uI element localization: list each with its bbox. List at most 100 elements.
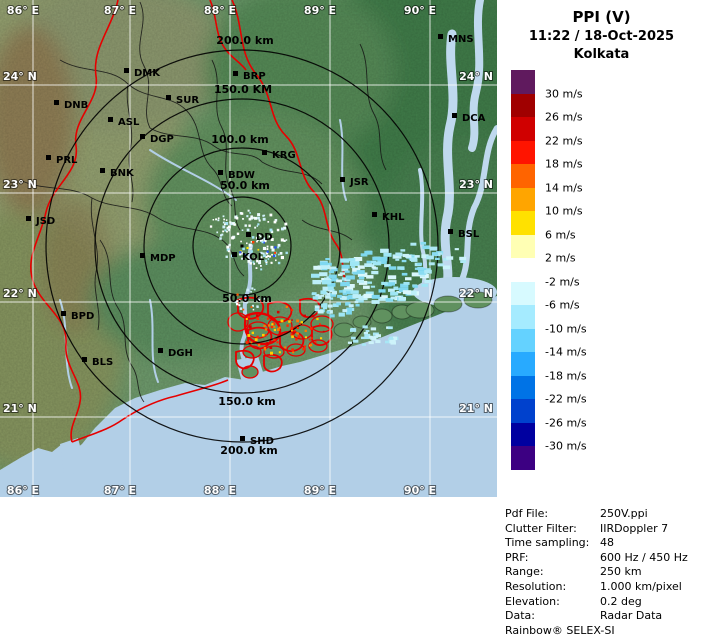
lon-label-bottom: 86° E: [7, 484, 39, 497]
meta-row: PRF: 600 Hz / 450 Hz: [505, 551, 688, 566]
lon-label-bottom: 87° E: [104, 484, 136, 497]
lat-label-left: 22° N: [3, 287, 37, 300]
station-label-MDP: MDP: [150, 253, 176, 264]
legend-label: -22 m/s: [545, 392, 587, 406]
station-label-KOL: KOL: [242, 252, 265, 263]
lon-label-bottom: 90° E: [404, 484, 436, 497]
legend-label: -2 m/s: [545, 275, 580, 288]
station-marker-ASL: [108, 117, 113, 122]
station-marker-DGH: [158, 348, 163, 353]
range-ring-label: 200.0 km: [220, 444, 277, 457]
legend-label: 22 m/s: [545, 134, 583, 147]
meta-value: 0.2 deg: [600, 594, 642, 608]
station-label-JSD: JSD: [35, 216, 55, 227]
station-label-MNS: MNS: [448, 34, 474, 45]
legend-label: 26 m/s: [545, 110, 583, 124]
station-label-DD: DD: [256, 232, 273, 243]
legend-swatch: [511, 70, 535, 94]
station-label-ASL: ASL: [118, 117, 140, 128]
meta-row: Resolution: 1.000 km/pixel: [505, 580, 688, 595]
meta-key: Range:: [505, 565, 544, 579]
echo-cluster: [234, 287, 266, 311]
station-label-KHL: KHL: [382, 212, 405, 223]
legend-swatch: [511, 93, 535, 117]
radar-echo-layer: [209, 209, 467, 355]
station-marker-DD: [246, 232, 251, 237]
meta-key: PRF:: [505, 550, 529, 564]
station-label-BRP: BRP: [243, 71, 266, 82]
station-marker-SHD: [240, 436, 245, 441]
legend-label: 10 m/s: [545, 204, 583, 218]
station-label-DCA: DCA: [462, 113, 486, 124]
lat-label-right: 21° N: [459, 402, 493, 415]
range-ring-label: 50.0 km: [222, 292, 272, 305]
latlon-grid-labels: 86° E 86° E 87° E 87° E 88° E 88° E 89° E 89° E…: [2, 3, 494, 497]
lat-label-left: 24° N: [3, 70, 37, 83]
radar-station-name: Kolkata: [573, 47, 630, 62]
lon-label-bottom: 89° E: [304, 484, 336, 497]
lon-label-bottom: 88° E: [204, 484, 236, 497]
station-label-SUR: SUR: [176, 95, 199, 106]
legend-label: -26 m/s: [545, 416, 587, 429]
echo-cluster: [209, 215, 235, 237]
radar-center-marker: [240, 244, 244, 248]
legend-swatch: [511, 187, 535, 211]
station-label-BNK: BNK: [110, 168, 135, 179]
station-label-DGP: DGP: [150, 134, 174, 145]
station-label-BLS: BLS: [92, 357, 113, 368]
lon-label-top: 86° E: [7, 4, 39, 17]
station-label-PRL: PRL: [56, 155, 78, 166]
station-marker-DGP: [140, 134, 145, 139]
echo-cluster: [394, 241, 467, 275]
station-marker-SUR: [166, 95, 171, 100]
meta-row: Time sampling: 48: [505, 536, 688, 551]
range-ring-150km: [94, 98, 390, 394]
station-marker-DMK: [124, 68, 129, 73]
station-marker-PRL: [46, 155, 51, 160]
radar-map-image: MNS DMK BRP SUR DNB ASL DGP DCA KRG PRL BNK BDW JSR K…: [0, 0, 497, 497]
lon-label-top: 88° E: [204, 4, 236, 17]
legend-label: 30 m/s: [545, 87, 583, 100]
legend-swatch: [511, 352, 535, 376]
meta-value: IIRDoppler 7: [600, 521, 669, 535]
station-marker-KHL: [372, 212, 377, 217]
station-marker-BLS: [82, 357, 87, 362]
legend-label: -10 m/s: [545, 322, 587, 335]
legend-swatch: [511, 281, 535, 305]
station-marker-JSR: [340, 177, 345, 182]
legend-label: 6 m/s: [545, 228, 576, 241]
scan-datetime: 11:22 / 18-Oct-2025: [528, 29, 675, 44]
meta-key: Data:: [505, 609, 535, 623]
legend-swatch: [511, 375, 535, 399]
meta-value: 1.000 km/pixel: [600, 579, 682, 593]
legend-swatch: [511, 117, 535, 141]
meta-value: 250V.ppi: [600, 507, 648, 520]
lat-label-right: 22° N: [459, 287, 493, 300]
lon-label-top: 89° E: [304, 4, 336, 17]
radar-map-display: MNS DMK BRP SUR DNB ASL DGP DCA KRG PRL BNK BDW JSR K…: [0, 0, 497, 497]
station-label-DGH: DGH: [168, 348, 193, 359]
meta-key: Resolution:: [505, 579, 567, 593]
meta-key: Pdf File:: [505, 507, 549, 520]
meta-value: Radar Data: [600, 609, 663, 623]
echo-cluster: [347, 325, 399, 346]
meta-key: Elevation:: [505, 594, 560, 608]
state-boundaries: [29, 0, 349, 443]
legend-swatch: [511, 164, 535, 188]
station-markers: MNS DMK BRP SUR DNB ASL DGP DCA KRG PRL BNK BDW JSR K…: [26, 34, 486, 447]
range-ring-label: 150.0 KM: [214, 83, 272, 96]
station-marker-BRP: [233, 71, 238, 76]
range-ring-label: 100.0 km: [211, 133, 268, 146]
echo-cluster: [311, 286, 360, 318]
station-marker-BSL: [448, 229, 453, 234]
range-rings: [45, 49, 439, 443]
legend-label: 14 m/s: [545, 181, 583, 194]
range-ring-200km: [45, 49, 439, 443]
station-label-BDW: BDW: [228, 170, 255, 181]
legend-swatch: [511, 234, 535, 258]
station-marker-JSD: [26, 216, 31, 221]
lat-label-left: 23° N: [3, 178, 37, 191]
meta-value: 250 km: [600, 565, 642, 579]
legend-swatch: [511, 446, 535, 470]
